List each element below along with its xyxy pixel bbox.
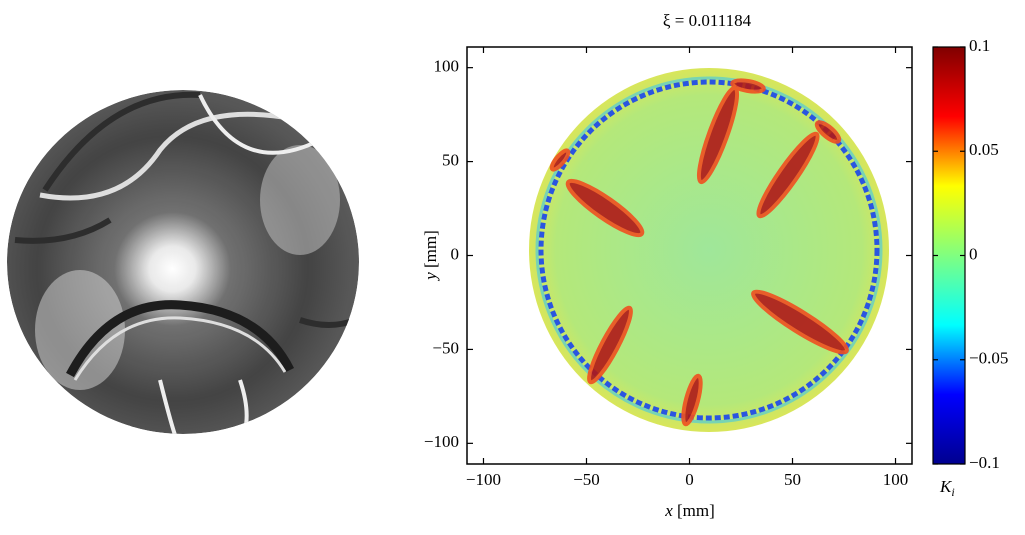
colorbar-tick-label: −0.05	[969, 349, 1008, 368]
x-tick-label: 100	[883, 470, 909, 489]
chart-title: ξ = 0.011184	[663, 11, 752, 30]
x-tick-label: −50	[573, 470, 600, 489]
colorbar-tick-label: −0.1	[969, 453, 1000, 472]
photo	[0, 80, 370, 450]
heatmap-field	[529, 68, 889, 432]
y-tick-label: 100	[434, 57, 460, 76]
y-axis-symbol: y	[421, 272, 440, 282]
x-tick-label: 50	[784, 470, 801, 489]
colorbar-label: Ki	[939, 477, 955, 499]
y-axis-unit: [mm]	[421, 230, 440, 268]
colorbar-tick-label: 0	[969, 244, 978, 263]
y-axis-label: y [mm]	[421, 230, 440, 282]
x-axis-unit: [mm]	[677, 501, 715, 520]
y-tick-label: 50	[442, 150, 459, 169]
y-tick-label: 0	[451, 244, 460, 263]
x-axis-label: x [mm]	[664, 501, 715, 520]
x-tick-label: 0	[685, 470, 694, 489]
y-tick-label: −50	[432, 338, 459, 357]
figure: ξ = 0.011184 x [mm] y [mm] Ki −100 −50 0 50…	[0, 0, 1025, 530]
x-tick-label: −100	[466, 470, 501, 489]
colorbar-tick-label: 0.1	[969, 36, 990, 55]
y-tick-label: −100	[424, 432, 459, 451]
colorbar-tick-label: 0.05	[969, 140, 999, 159]
colorbar-subscript: i	[951, 485, 954, 499]
x-axis-symbol: x	[664, 501, 673, 520]
